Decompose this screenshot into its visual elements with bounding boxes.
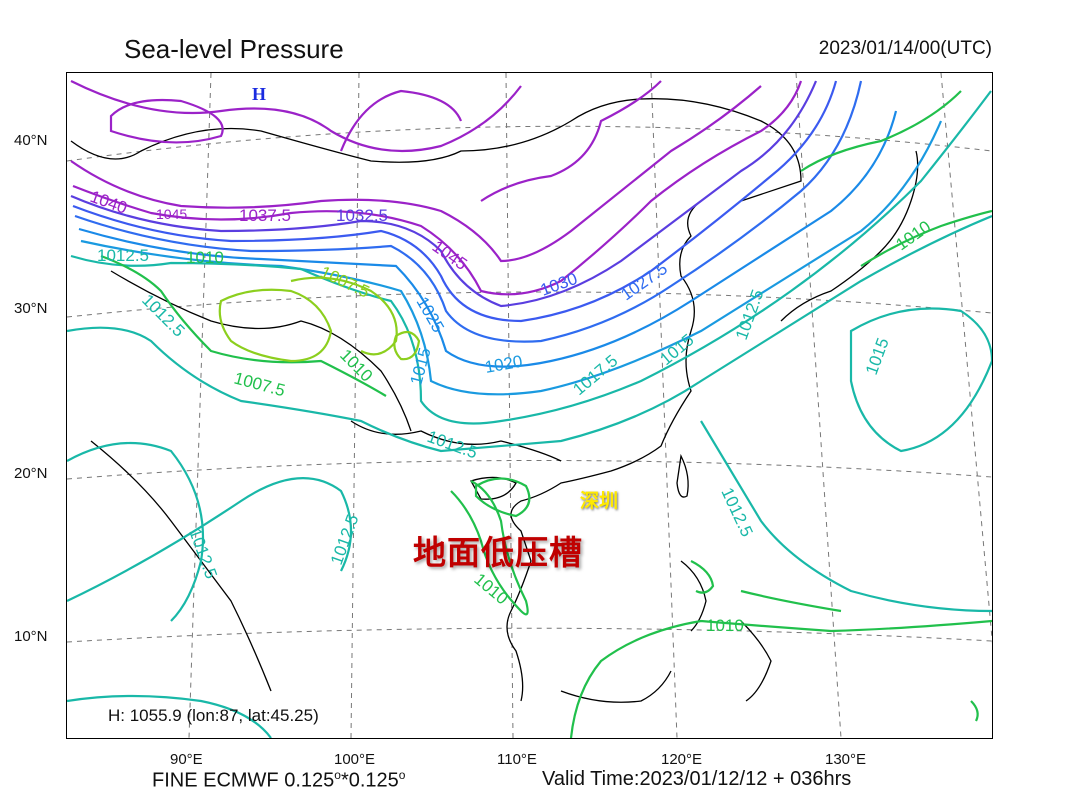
lat-label-40: 40°N	[14, 132, 48, 149]
resolution-separator: *0.125	[340, 769, 399, 792]
model-name: FINE ECMWF 0.125	[152, 769, 335, 792]
contour-label: 1012.5	[185, 526, 221, 581]
contour-label: 1012.5	[97, 246, 149, 265]
contour-label: 1010	[892, 217, 934, 254]
isobars-blue	[70, 80, 943, 396]
isobars-teal	[67, 90, 992, 738]
degree-mark: o	[334, 768, 341, 782]
isobars-light-green	[218, 276, 421, 363]
isobars-purple	[70, 80, 803, 296]
map-canvas: 1040 1045 1037.5 1032.5 1045 1030 1027.5…	[67, 73, 992, 738]
contour-label: 1030	[538, 269, 580, 300]
forecast-datetime: 2023/01/14/00(UTC)	[818, 38, 992, 59]
contour-label: 1010	[470, 570, 511, 609]
lon-label-120: 120°E	[661, 751, 703, 768]
graticule	[67, 73, 992, 738]
contour-label: 1037.5	[239, 206, 291, 225]
lon-label-130: 130°E	[825, 751, 867, 768]
city-label-shenzhen: 深圳	[580, 490, 619, 512]
contour-label: 1032.5	[336, 206, 388, 225]
model-resolution: FINE ECMWF 0.125o*0.125o	[152, 768, 405, 793]
contour-label: 1012.5	[717, 485, 756, 540]
degree-mark: o	[398, 768, 406, 782]
contour-label: 1010	[706, 616, 744, 635]
lat-label-30: 30°N	[14, 300, 48, 317]
trough-annotation: 地面低压槽	[413, 533, 583, 572]
lon-label-90: 90°E	[170, 751, 203, 768]
valid-time: Valid Time:2023/01/12/12 + 036hrs	[542, 768, 852, 790]
high-pressure-marker: H	[252, 84, 267, 104]
chart-title: Sea-level Pressure	[124, 34, 344, 64]
high-center-info: H: 1055.9 (lon:87, lat:45.25)	[108, 706, 319, 725]
contour-label: 1007.5	[232, 369, 287, 401]
contour-label: 1012.5	[732, 287, 768, 342]
isobars-green	[100, 90, 992, 738]
contour-label: 1012.5	[138, 290, 188, 340]
contour-label: 1012.5	[327, 512, 363, 567]
contour-label: 1027.5	[617, 259, 670, 304]
contour-label: 1007.5	[317, 262, 372, 301]
lon-label-110: 110°E	[497, 751, 537, 768]
lat-label-20: 20°N	[14, 465, 48, 482]
coastlines	[70, 98, 919, 703]
contour-label: 1015	[862, 335, 893, 377]
contour-label: 1010	[186, 248, 224, 267]
contour-label: 1020	[483, 352, 524, 377]
pressure-map: 1040 1045 1037.5 1032.5 1045 1030 1027.5…	[66, 72, 993, 739]
contour-label: 1012.5	[425, 427, 480, 463]
lat-label-10: 10°N	[14, 628, 48, 645]
lon-label-100: 100°E	[334, 751, 376, 768]
contour-label: 1045	[156, 206, 187, 222]
